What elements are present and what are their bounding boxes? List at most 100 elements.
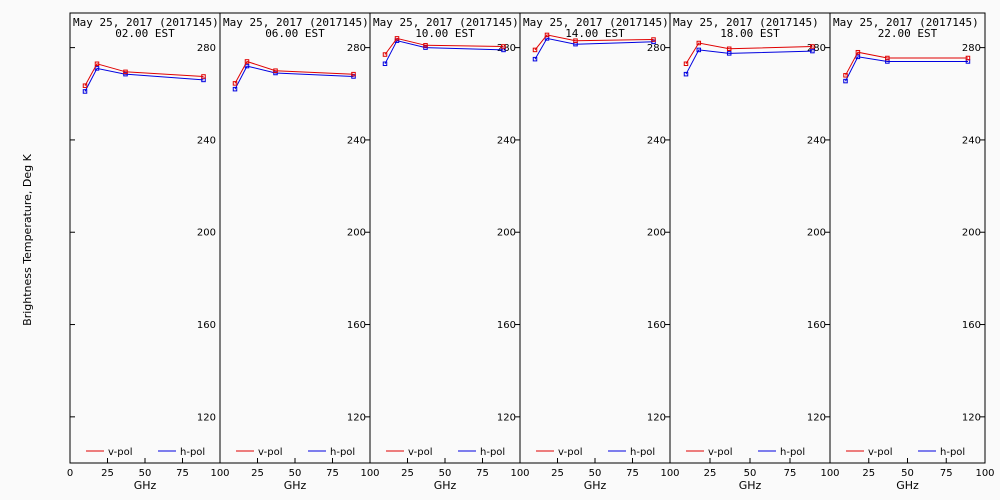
y-tick-label: 160 [197,320,216,331]
y-tick-label: 280 [807,43,826,54]
panel-6: May 25, 2017 (2017145)22.00 EST 120 160 200… [829,12,995,492]
legend-label-v-pol: v-pol [868,447,893,458]
legend-label-v-pol: v-pol [558,447,583,458]
data-point-h-pol [726,51,732,56]
x-tick-label: 50 [289,468,302,479]
y-tick-label: 160 [497,320,516,331]
data-point-h-pol [82,89,88,94]
legend-label-h-pol: h-pol [780,447,805,458]
panel-title: May 25, 2017 (2017145) [373,16,519,29]
panel-subtitle: 18.00 EST [720,27,780,40]
data-point-v-pol [273,68,278,73]
x-tick-label: 100 [975,468,994,479]
panel-title: May 25, 2017 (2017145) [673,16,819,29]
y-axis-label: Brightness Temperature, Deg K [21,153,34,325]
x-axis-label: GHz [739,479,762,492]
panel-1: May 25, 2017 (2017145)02.00 EST 120 160 200… [67,12,230,492]
series-line-v-pol [845,51,968,76]
y-tick-label: 200 [197,228,216,239]
y-tick-label: 200 [497,228,516,239]
legend-label-v-pol: v-pol [258,447,283,458]
data-point-h-pol [382,61,388,67]
data-point-v-pol [394,36,400,41]
x-axis-label: GHz [896,479,919,492]
y-tick-label: 120 [647,412,666,423]
y-tick-label: 160 [962,320,981,331]
series-line-h-pol [384,40,504,65]
data-point-v-pol [651,37,656,42]
panel-title: May 25, 2017 (2017145) [523,16,669,29]
data-point-h-pol [532,56,538,62]
data-point-h-pol [232,86,238,92]
y-tick-label: 240 [197,135,216,146]
x-tick-label: 50 [439,468,452,479]
x-tick-label: 100 [510,468,529,479]
panel-subtitle: 02.00 EST [115,27,175,40]
panel-4: May 25, 2017 (2017145)14.00 EST 120 160 200… [519,12,680,492]
data-point-v-pol [532,47,538,53]
x-tick-label: 50 [139,468,152,479]
data-point-v-pol [82,83,88,88]
panel-title: May 25, 2017 (2017145) [833,16,979,29]
data-point-v-pol [683,61,689,67]
panel-subtitle: 06.00 EST [265,27,325,40]
y-tick-label: 160 [347,320,366,331]
data-point-h-pol [94,66,100,71]
series-line-h-pol [845,56,968,82]
x-tick-label: 75 [176,468,189,479]
legend-label-v-pol: v-pol [108,447,133,458]
x-tick-label: 50 [744,468,757,479]
x-tick-label: 0 [67,468,73,479]
x-tick-label: 25 [551,468,564,479]
x-tick-label: 50 [901,468,914,479]
x-tick-label: 75 [476,468,489,479]
y-tick-label: 240 [347,135,366,146]
data-point-v-pol [810,44,815,49]
y-tick-label: 240 [962,135,981,146]
legend-label-h-pol: h-pol [630,447,655,458]
panel-5: May 25, 2017 (2017145)18.00 EST 120 160 200… [669,12,840,492]
data-point-v-pol [382,52,388,57]
y-tick-label: 200 [647,228,666,239]
y-tick-label: 280 [197,43,216,54]
panel-2: May 25, 2017 (2017145)06.00 EST 120 160 200… [219,12,380,492]
y-tick-label: 280 [347,43,366,54]
y-tick-label: 120 [497,412,516,423]
x-tick-label: 25 [401,468,414,479]
legend-label-h-pol: h-pol [940,447,965,458]
data-point-v-pol [855,49,861,55]
y-tick-label: 280 [962,43,981,54]
series-line-h-pol [84,67,204,92]
data-point-h-pol [244,63,250,69]
legend-label-h-pol: h-pol [180,447,205,458]
panels-group: May 25, 2017 (2017145)02.00 EST120160200… [67,12,995,492]
legend-label-h-pol: h-pol [330,447,355,458]
series-line-h-pol [534,37,654,60]
y-tick-label: 240 [497,135,516,146]
x-tick-label: 75 [940,468,953,479]
x-tick-label: 25 [101,468,114,479]
y-tick-label: 280 [497,43,516,54]
panel-title: May 25, 2017 (2017145) [73,16,219,29]
y-tick-label: 200 [807,228,826,239]
y-tick-label: 240 [647,135,666,146]
series-line-v-pol [234,60,354,84]
data-point-h-pol [273,70,278,76]
x-tick-label: 100 [210,468,229,479]
data-point-v-pol [843,73,848,78]
data-point-v-pol [201,74,206,79]
data-point-h-pol [855,54,861,60]
x-axis-label: GHz [284,479,307,492]
data-point-v-pol [94,61,100,67]
x-tick-label: 25 [704,468,717,479]
data-point-v-pol [965,55,971,61]
panel-subtitle: 22.00 EST [878,27,938,40]
series-line-h-pol [685,49,813,75]
y-tick-label: 160 [807,320,826,331]
y-tick-label: 280 [647,43,666,54]
x-tick-label: 75 [326,468,339,479]
data-point-h-pol [810,48,815,54]
y-tick-label: 120 [347,412,366,423]
data-point-v-pol [696,40,702,46]
data-point-h-pol [123,71,128,77]
